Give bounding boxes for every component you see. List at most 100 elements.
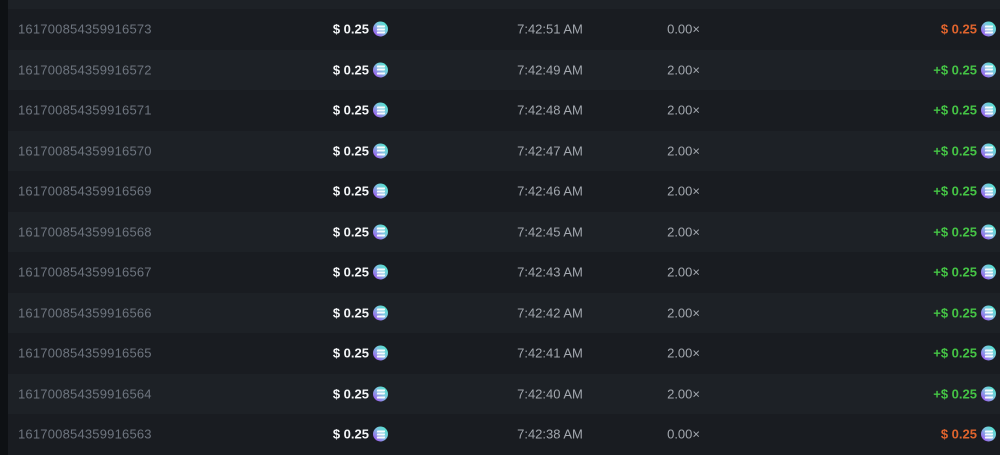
solana-coin-icon xyxy=(981,102,996,118)
bet-multiplier: 2.00× xyxy=(667,386,700,402)
bet-payout: +$ 0.25 xyxy=(933,143,996,159)
bet-history-table: 161700854359916573 $ 0.25 7:42:51 AM 0.0… xyxy=(8,0,1000,455)
solana-coin-icon xyxy=(981,143,996,159)
bet-amount: $ 0.25 xyxy=(238,345,388,361)
bet-payout-value: +$ 0.25 xyxy=(933,305,977,321)
solana-coin-icon xyxy=(981,426,996,442)
clipped-row-top xyxy=(8,0,1000,9)
bet-payout: +$ 0.25 xyxy=(933,102,996,118)
bet-amount-value: $ 0.25 xyxy=(332,264,369,280)
bet-id: 161700854359916567 xyxy=(18,264,152,280)
bet-payout: +$ 0.25 xyxy=(933,305,996,321)
bet-payout: $ 0.25 xyxy=(940,21,996,37)
bet-id: 161700854359916568 xyxy=(18,224,152,240)
bet-time: 7:42:43 AM xyxy=(517,264,583,280)
bet-history-row[interactable]: 161700854359916563 $ 0.25 7:42:38 AM 0.0… xyxy=(8,414,1000,455)
solana-coin-icon xyxy=(981,345,996,361)
bet-time: 7:42:40 AM xyxy=(517,386,583,402)
bet-amount: $ 0.25 xyxy=(238,62,388,78)
bet-multiplier: 0.00× xyxy=(667,426,700,442)
bet-history-row[interactable]: 161700854359916567 $ 0.25 7:42:43 AM 2.0… xyxy=(8,252,1000,293)
solana-coin-icon xyxy=(981,62,996,78)
solana-coin-icon xyxy=(981,386,996,402)
bet-time: 7:42:46 AM xyxy=(517,183,583,199)
bet-payout-value: +$ 0.25 xyxy=(933,102,977,118)
bet-payout-value: +$ 0.25 xyxy=(933,183,977,199)
bet-amount: $ 0.25 xyxy=(238,143,388,159)
solana-coin-icon xyxy=(373,183,388,199)
solana-coin-icon xyxy=(373,305,388,321)
bet-history-row[interactable]: 161700854359916564 $ 0.25 7:42:40 AM 2.0… xyxy=(8,373,1000,414)
bet-payout-value: +$ 0.25 xyxy=(933,386,977,402)
solana-coin-icon xyxy=(373,143,388,159)
bet-multiplier: 2.00× xyxy=(667,264,700,280)
bet-id: 161700854359916571 xyxy=(18,102,152,118)
bet-payout-value: $ 0.25 xyxy=(940,426,977,442)
bet-history-row[interactable]: 161700854359916568 $ 0.25 7:42:45 AM 2.0… xyxy=(8,211,1000,252)
bet-history-row[interactable]: 161700854359916572 $ 0.25 7:42:49 AM 2.0… xyxy=(8,49,1000,90)
bet-payout: +$ 0.25 xyxy=(933,386,996,402)
bet-amount-value: $ 0.25 xyxy=(332,426,369,442)
bet-multiplier: 2.00× xyxy=(667,345,700,361)
bet-payout-value: +$ 0.25 xyxy=(933,143,977,159)
bet-amount-value: $ 0.25 xyxy=(332,143,369,159)
bet-multiplier: 2.00× xyxy=(667,224,700,240)
bet-history-row[interactable]: 161700854359916569 $ 0.25 7:42:46 AM 2.0… xyxy=(8,171,1000,212)
solana-coin-icon xyxy=(373,264,388,280)
bet-amount: $ 0.25 xyxy=(238,426,388,442)
solana-coin-icon xyxy=(373,21,388,37)
bet-amount-value: $ 0.25 xyxy=(332,224,369,240)
bet-time: 7:42:38 AM xyxy=(517,426,583,442)
bet-payout-value: +$ 0.25 xyxy=(933,264,977,280)
bet-amount-value: $ 0.25 xyxy=(332,183,369,199)
bet-time: 7:42:49 AM xyxy=(517,62,583,78)
bet-amount: $ 0.25 xyxy=(238,102,388,118)
solana-coin-icon xyxy=(981,21,996,37)
bet-multiplier: 2.00× xyxy=(667,143,700,159)
bet-multiplier: 2.00× xyxy=(667,62,700,78)
solana-coin-icon xyxy=(373,345,388,361)
bet-payout-value: +$ 0.25 xyxy=(933,224,977,240)
solana-coin-icon xyxy=(373,102,388,118)
bet-id: 161700854359916563 xyxy=(18,426,152,442)
bet-id: 161700854359916573 xyxy=(18,21,152,37)
bet-history-row[interactable]: 161700854359916571 $ 0.25 7:42:48 AM 2.0… xyxy=(8,90,1000,131)
bet-history-row[interactable]: 161700854359916570 $ 0.25 7:42:47 AM 2.0… xyxy=(8,130,1000,171)
bet-id: 161700854359916570 xyxy=(18,143,152,159)
solana-coin-icon xyxy=(373,62,388,78)
bet-payout: +$ 0.25 xyxy=(933,345,996,361)
bet-multiplier: 2.00× xyxy=(667,183,700,199)
bet-history-row[interactable]: 161700854359916566 $ 0.25 7:42:42 AM 2.0… xyxy=(8,292,1000,333)
bet-multiplier: 0.00× xyxy=(667,21,700,37)
bet-payout: +$ 0.25 xyxy=(933,62,996,78)
bet-time: 7:42:48 AM xyxy=(517,102,583,118)
bet-payout-value: +$ 0.25 xyxy=(933,62,977,78)
bet-amount-value: $ 0.25 xyxy=(332,386,369,402)
bet-amount: $ 0.25 xyxy=(238,305,388,321)
bet-amount: $ 0.25 xyxy=(238,21,388,37)
bet-history-row[interactable]: 161700854359916573 $ 0.25 7:42:51 AM 0.0… xyxy=(8,9,1000,50)
solana-coin-icon xyxy=(373,426,388,442)
solana-coin-icon xyxy=(373,386,388,402)
bet-payout-value: +$ 0.25 xyxy=(933,345,977,361)
bet-amount-value: $ 0.25 xyxy=(332,21,369,37)
bet-payout-value: $ 0.25 xyxy=(940,21,977,37)
bet-time: 7:42:45 AM xyxy=(517,224,583,240)
bet-payout: +$ 0.25 xyxy=(933,183,996,199)
bet-amount: $ 0.25 xyxy=(238,264,388,280)
solana-coin-icon xyxy=(981,224,996,240)
bet-time: 7:42:47 AM xyxy=(517,143,583,159)
bet-id: 161700854359916565 xyxy=(18,345,152,361)
bet-time: 7:42:41 AM xyxy=(517,345,583,361)
bet-amount-value: $ 0.25 xyxy=(332,345,369,361)
bet-history-row[interactable]: 161700854359916565 $ 0.25 7:42:41 AM 2.0… xyxy=(8,333,1000,374)
bet-multiplier: 2.00× xyxy=(667,305,700,321)
bet-id: 161700854359916564 xyxy=(18,386,152,402)
bet-id: 161700854359916572 xyxy=(18,62,152,78)
solana-coin-icon xyxy=(981,264,996,280)
bet-id: 161700854359916566 xyxy=(18,305,152,321)
solana-coin-icon xyxy=(981,183,996,199)
bet-payout: +$ 0.25 xyxy=(933,224,996,240)
solana-coin-icon xyxy=(981,305,996,321)
bet-amount: $ 0.25 xyxy=(238,224,388,240)
